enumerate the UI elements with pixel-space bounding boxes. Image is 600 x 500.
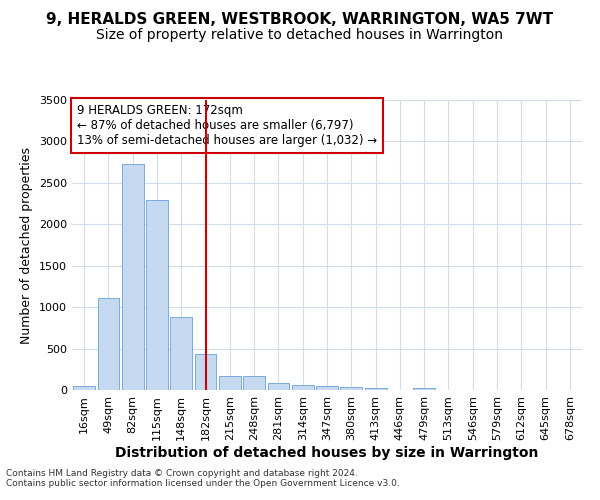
Bar	[292, 385, 314, 390]
Bar	[146, 200, 168, 390]
Y-axis label: Number of detached properties: Number of detached properties	[20, 146, 34, 344]
Bar	[170, 317, 192, 390]
Bar	[73, 386, 95, 390]
Bar	[316, 386, 338, 390]
Bar	[194, 354, 217, 390]
Text: Size of property relative to detached houses in Warrington: Size of property relative to detached ho…	[97, 28, 503, 42]
Bar	[97, 298, 119, 390]
Bar	[243, 376, 265, 390]
Text: Contains HM Land Registry data © Crown copyright and database right 2024.: Contains HM Land Registry data © Crown c…	[6, 468, 358, 477]
Bar	[340, 387, 362, 390]
Text: Contains public sector information licensed under the Open Government Licence v3: Contains public sector information licen…	[6, 478, 400, 488]
Bar	[268, 382, 289, 390]
Bar	[219, 376, 241, 390]
Bar	[413, 388, 435, 390]
Text: 9 HERALDS GREEN: 172sqm
← 87% of detached houses are smaller (6,797)
13% of semi: 9 HERALDS GREEN: 172sqm ← 87% of detache…	[77, 104, 377, 148]
X-axis label: Distribution of detached houses by size in Warrington: Distribution of detached houses by size …	[115, 446, 539, 460]
Text: 9, HERALDS GREEN, WESTBROOK, WARRINGTON, WA5 7WT: 9, HERALDS GREEN, WESTBROOK, WARRINGTON,…	[46, 12, 554, 28]
Bar	[365, 388, 386, 390]
Bar	[122, 164, 143, 390]
